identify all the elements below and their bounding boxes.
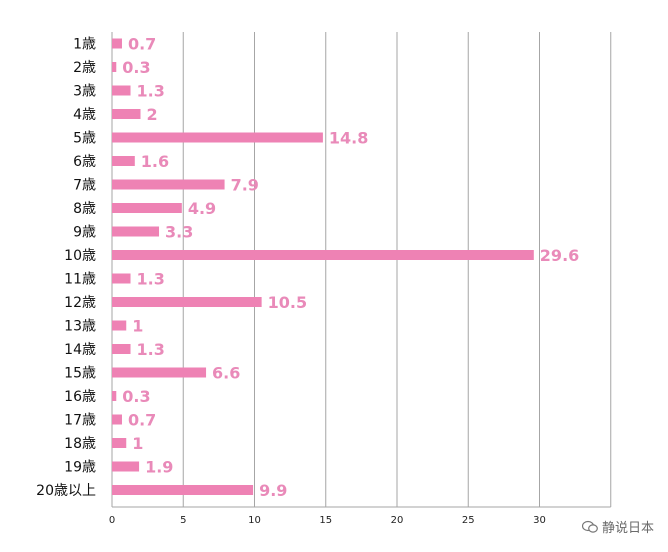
data-label: 14.8 <box>329 129 368 148</box>
data-label: 10.5 <box>268 293 307 312</box>
x-axis-ticks: 0 5 10 15 20 25 30 <box>109 515 546 526</box>
data-label: 1.3 <box>137 82 165 101</box>
x-tick-label: 15 <box>319 515 332 526</box>
bar <box>112 297 262 307</box>
category-label: 1歳 <box>73 37 96 53</box>
bar <box>112 109 141 119</box>
bar <box>112 250 534 260</box>
bar <box>112 438 127 448</box>
x-tick-label: 5 <box>180 515 186 526</box>
bar <box>112 485 254 495</box>
category-label: 9歳 <box>73 225 96 241</box>
data-label: 0.3 <box>122 387 150 406</box>
bar <box>112 391 117 401</box>
data-label: 29.6 <box>540 246 579 265</box>
category-label: 7歳 <box>73 178 96 194</box>
data-label: 0.3 <box>122 58 150 77</box>
data-label: 1.3 <box>137 340 165 359</box>
x-tick-label: 0 <box>109 515 115 526</box>
bar <box>112 320 127 331</box>
data-label: 1.6 <box>141 152 169 171</box>
bar <box>112 367 207 378</box>
data-label: 7.9 <box>231 176 259 195</box>
category-label: 3歳 <box>73 84 96 100</box>
data-label: 6.6 <box>212 364 240 383</box>
data-label: 1.9 <box>145 458 173 477</box>
chat-bubble-icon <box>581 520 598 533</box>
bar <box>112 132 323 143</box>
data-label: 1.3 <box>137 270 165 289</box>
bar <box>112 38 122 49</box>
category-labels: 1歳 2歳 3歳 4歳 5歳 6歳 7歳 8歳 9歳 10歳 11歳 12歳 13歳 14歳 15歳 16歳 1… <box>36 37 96 500</box>
category-label: 17歳 <box>64 413 96 429</box>
category-label: 15歳 <box>64 366 96 382</box>
bars <box>112 38 534 495</box>
category-label: 4歳 <box>73 107 96 123</box>
data-label: 0.7 <box>128 411 156 430</box>
category-label: 14歳 <box>64 342 96 358</box>
x-tick-label: 20 <box>391 515 404 526</box>
bar <box>112 85 131 96</box>
data-label: 4.9 <box>188 199 216 218</box>
category-label: 13歳 <box>64 319 96 335</box>
bar <box>112 203 182 213</box>
x-tick-label: 10 <box>248 515 261 526</box>
bar <box>112 344 131 354</box>
bar <box>112 62 117 72</box>
category-label: 10歳 <box>64 248 96 264</box>
data-label: 1 <box>132 434 143 453</box>
bar <box>112 156 135 166</box>
bar <box>112 461 140 472</box>
category-label: 12歳 <box>64 295 96 311</box>
bar <box>112 226 160 237</box>
category-label: 18歳 <box>64 436 96 452</box>
category-label: 19歳 <box>64 460 96 476</box>
bar <box>112 414 122 425</box>
watermark-text: 静说日本 <box>601 521 654 536</box>
category-label: 20歳以上 <box>36 483 96 499</box>
category-label: 11歳 <box>64 272 96 288</box>
data-labels: 0.70.31.3214.81.67.94.93.329.61.310.511.… <box>122 35 579 501</box>
category-label: 16歳 <box>64 389 96 405</box>
x-tick-label: 25 <box>462 515 475 526</box>
data-label: 2 <box>147 105 158 124</box>
data-label: 9.9 <box>259 481 287 500</box>
category-label: 2歳 <box>73 60 96 76</box>
category-label: 5歳 <box>73 131 96 147</box>
data-label: 1 <box>132 317 143 336</box>
x-tick-label: 30 <box>533 515 546 526</box>
watermark: 静说日本 <box>581 517 654 536</box>
bar <box>112 179 225 190</box>
category-label: 6歳 <box>73 154 96 170</box>
data-label: 0.7 <box>128 35 156 54</box>
data-label: 3.3 <box>165 223 193 242</box>
gridlines <box>111 32 612 508</box>
bar <box>112 273 131 284</box>
category-label: 8歳 <box>73 201 96 217</box>
